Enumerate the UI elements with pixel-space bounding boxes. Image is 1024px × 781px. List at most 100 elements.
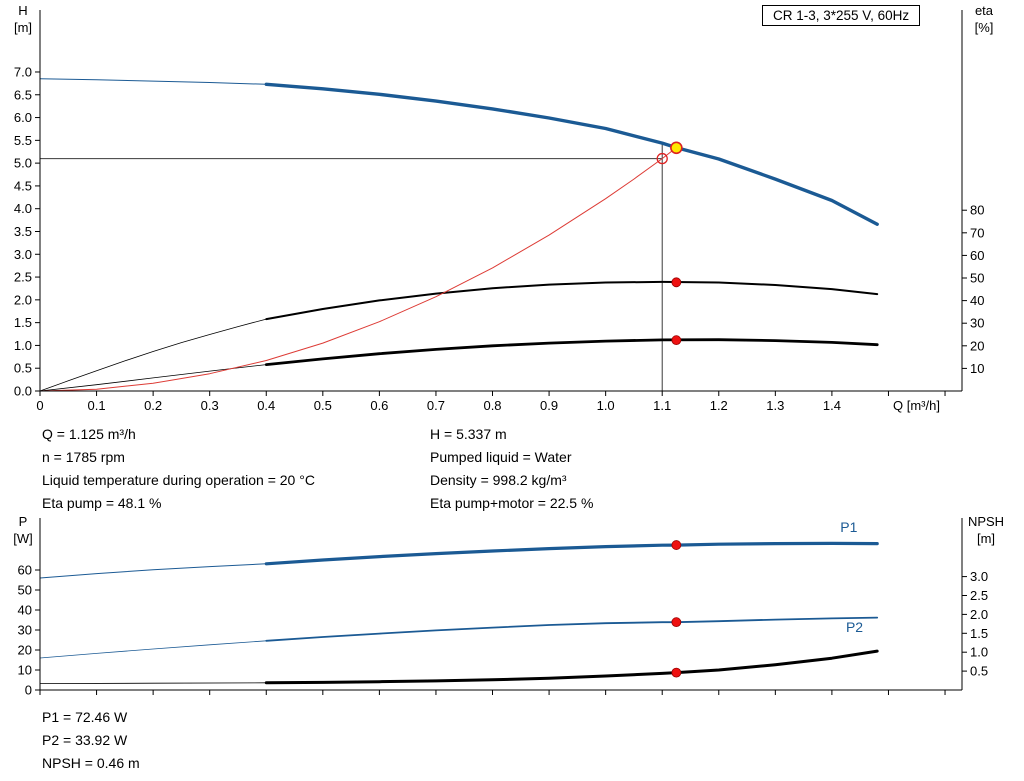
p2-duty-dot	[671, 617, 682, 628]
right-tick-label: 0.5	[970, 664, 988, 679]
x-tick-label: 1.1	[653, 398, 671, 413]
hq-curve	[264, 82, 879, 226]
right-tick-label: 80	[970, 203, 984, 218]
system-curve	[39, 147, 677, 392]
left-tick-label: 4.0	[14, 201, 32, 216]
eta-pump-curve	[265, 280, 879, 321]
eta-axis-title: eta [%]	[962, 2, 1006, 36]
qh-eta-chart: 0 0.1 0.2 0.3 0.4 0.5 0.6 0.7 0.8 0.9 1.0 1.1 1.2 1.3…	[14, 10, 984, 413]
x-tick-label: 0.2	[144, 398, 162, 413]
x-tick-label: 0.1	[88, 398, 106, 413]
q-axis-title: Q [m³/h]	[893, 398, 940, 413]
power-npsh-chart: 0 10 20 30 40 50 60 0.5 1.0 1.5 2.0 2.5 3.0 P1 P2	[18, 518, 988, 698]
info-line-temperature: Liquid temperature during operation = 20…	[42, 472, 315, 488]
duty-info-right-column: H = 5.337 m Pumped liquid = Water Densit…	[430, 423, 593, 515]
right-tick-label: 3.0	[970, 569, 988, 584]
eta-axis-unit: [%]	[974, 20, 994, 35]
x-tick-label: 0.6	[370, 398, 388, 413]
p2-curve	[265, 616, 879, 642]
hq-curve-lead	[39, 78, 267, 85]
npsh-axis-title: NPSH [m]	[956, 513, 1016, 547]
right-tick-label: 2.5	[970, 588, 988, 603]
left-tick-label: 7.0	[14, 64, 32, 79]
power-info-npsh: NPSH = 0.46 m	[42, 755, 140, 771]
right-tick-label: 1.0	[970, 645, 988, 660]
pump-model-box: CR 1-3, 3*255 V, 60Hz	[762, 5, 921, 26]
x-tick-label: 0.3	[201, 398, 219, 413]
p1-curve-lead	[39, 563, 267, 579]
p-axis-unit: [W]	[13, 531, 33, 546]
left-tick-label: 3.5	[14, 224, 32, 239]
x-tick-label: 1.2	[710, 398, 728, 413]
left-tick-label: 6.5	[14, 87, 32, 102]
p2-curve-label: P2	[846, 619, 863, 635]
pump-model-label: CR 1-3, 3*255 V, 60Hz	[773, 8, 910, 23]
right-tick-label: 50	[970, 271, 984, 286]
right-tick-label: 2.0	[970, 607, 988, 622]
x-tick-label: 0.4	[257, 398, 275, 413]
h-axis-title: H [m]	[6, 2, 40, 36]
requested-duty-marker	[656, 152, 668, 165]
left-tick-label: 40	[18, 603, 32, 618]
left-tick-label: 1.0	[14, 338, 32, 353]
left-tick-label: 10	[18, 663, 32, 678]
npsh-axis-symbol: NPSH	[967, 514, 1005, 529]
eta-pump-motor-curve	[264, 338, 879, 367]
h-axis-symbol: H	[18, 3, 28, 18]
info-line-speed: n = 1785 rpm	[42, 449, 125, 465]
npsh-axis-unit: [m]	[976, 531, 996, 546]
x-tick-label: 0.8	[483, 398, 501, 413]
left-tick-label: 3.0	[14, 247, 32, 262]
x-tick-label: 0.7	[427, 398, 445, 413]
p1-duty-dot	[671, 540, 682, 550]
right-tick-label: 30	[970, 316, 984, 331]
eta-pump-duty-dot	[671, 277, 682, 288]
eta-axis-symbol: eta	[974, 3, 994, 18]
right-tick-label: 10	[970, 361, 984, 376]
info-line-q: Q = 1.125 m³/h	[42, 426, 136, 442]
left-tick-label: 0.0	[14, 384, 32, 399]
right-tick-label: 20	[970, 338, 984, 353]
eta-pump-curve-lead	[39, 318, 267, 392]
left-tick-label: 20	[18, 643, 32, 658]
left-tick-label: 4.5	[14, 178, 32, 193]
info-line-eta-pump: Eta pump = 48.1 %	[42, 495, 162, 511]
left-tick-label: 0.5	[14, 361, 32, 376]
info-line-eta-pump-motor: Eta pump+motor = 22.5 %	[430, 495, 594, 511]
left-tick-label: 5.5	[14, 133, 32, 148]
left-tick-label: 5.0	[14, 156, 32, 171]
p2-curve-lead	[39, 640, 267, 659]
eta-pump-motor-duty-dot	[671, 335, 682, 346]
left-tick-label: 60	[18, 563, 32, 578]
x-tick-label: 0.9	[540, 398, 558, 413]
left-tick-label: 0	[25, 683, 32, 698]
left-tick-label: 2.0	[14, 292, 32, 307]
power-info-block: P1 = 72.46 W P2 = 33.92 W NPSH = 0.46 m	[42, 706, 140, 775]
left-tick-label: 2.5	[14, 270, 32, 285]
info-line-h: H = 5.337 m	[430, 426, 507, 442]
power-info-p2: P2 = 33.92 W	[42, 732, 128, 748]
right-tick-label: 70	[970, 225, 984, 240]
x-tick-label: 0.5	[314, 398, 332, 413]
left-tick-label: 6.0	[14, 110, 32, 125]
left-tick-label: 30	[18, 623, 32, 638]
actual-duty-marker	[670, 141, 683, 155]
duty-info-left-column: Q = 1.125 m³/h n = 1785 rpm Liquid tempe…	[42, 423, 315, 515]
power-info-p1: P1 = 72.46 W	[42, 709, 128, 725]
x-tick-label: 0	[36, 398, 43, 413]
info-line-density: Density = 998.2 kg/m³	[430, 472, 567, 488]
npsh-duty-dot	[671, 667, 682, 678]
right-tick-label: 60	[970, 248, 984, 263]
npsh-curve-lead	[39, 682, 267, 685]
info-line-liquid: Pumped liquid = Water	[430, 449, 572, 465]
x-tick-label: 1.0	[597, 398, 615, 413]
p-axis-symbol: P	[18, 514, 28, 529]
right-tick-label: 1.5	[970, 626, 988, 641]
left-tick-label: 50	[18, 583, 32, 598]
left-tick-label: 1.5	[14, 315, 32, 330]
p1-curve-label: P1	[840, 519, 857, 535]
h-axis-unit: [m]	[13, 20, 33, 35]
right-tick-label: 40	[970, 293, 984, 308]
x-tick-label: 1.3	[766, 398, 784, 413]
